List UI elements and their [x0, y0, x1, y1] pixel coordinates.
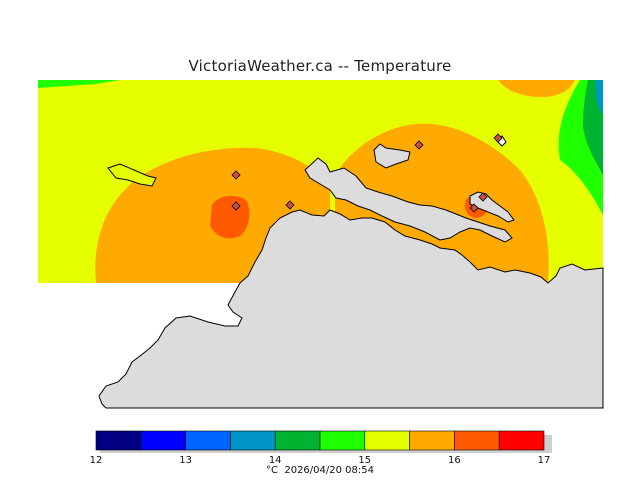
station-marker [493, 133, 503, 143]
colorbar-band-3 [230, 430, 276, 451]
coastline-island-north [373, 143, 411, 169]
colorbar-band-4 [274, 430, 321, 451]
legend-caption: °C 2026/04/20 08:54 [0, 465, 640, 476]
station-marker [469, 203, 479, 213]
contour-band-13-5-right [595, 80, 603, 115]
coastline-peninsula [304, 157, 513, 243]
colorbar-band-0 [95, 430, 142, 451]
station-marker [231, 170, 241, 180]
timestamp-label: 2026/04/20 08:54 [284, 465, 374, 476]
unit-label: °C [266, 465, 278, 476]
station-marker [414, 140, 424, 150]
land-mass [98, 209, 604, 409]
contour-band-15-5-top [498, 80, 575, 98]
station-marker [478, 192, 488, 202]
colorbar-tick-label: 15 [358, 455, 372, 466]
colorbar-band-2 [185, 430, 231, 451]
station-marker [285, 200, 295, 210]
coastline-island-west [107, 163, 157, 187]
colorbar-tick-label: 16 [448, 455, 461, 466]
colorbar-band-7 [409, 430, 455, 451]
weather-station-markers [231, 133, 503, 213]
colorbar-tick-label: 14 [268, 455, 282, 466]
station-marker [231, 201, 241, 211]
colorbar-band-6 [364, 430, 410, 451]
colorbar-tick-label: 12 [89, 455, 103, 466]
colorbar-tick-label: 13 [179, 455, 192, 466]
colorbar-bands [95, 430, 545, 451]
colorbar-band-9 [498, 430, 545, 451]
colorbar-band-1 [140, 430, 186, 451]
colorbar-tick-label: 17 [537, 455, 551, 466]
colorbar-band-5 [319, 430, 366, 451]
contour-band-14-5-left [38, 80, 120, 88]
colorbar-band-8 [454, 430, 500, 451]
page-title: VictoriaWeather.ca -- Temperature [188, 57, 452, 75]
